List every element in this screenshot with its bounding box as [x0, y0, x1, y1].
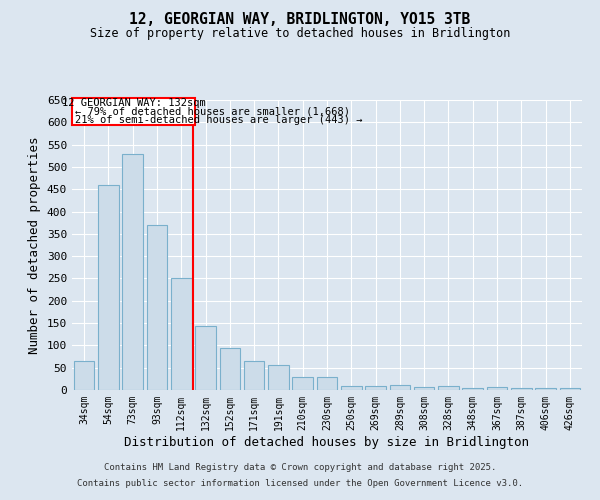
Bar [74, 361, 94, 390]
Bar [268, 366, 289, 390]
X-axis label: Distribution of detached houses by size in Bridlington: Distribution of detached houses by size … [125, 436, 530, 448]
Text: 21% of semi-detached houses are larger (443) →: 21% of semi-detached houses are larger (… [75, 116, 362, 126]
Text: Contains HM Land Registry data © Crown copyright and database right 2025.: Contains HM Land Registry data © Crown c… [104, 464, 496, 472]
Bar [292, 376, 313, 390]
Y-axis label: Number of detached properties: Number of detached properties [28, 136, 41, 354]
Text: 12, GEORGIAN WAY, BRIDLINGTON, YO15 3TB: 12, GEORGIAN WAY, BRIDLINGTON, YO15 3TB [130, 12, 470, 28]
Bar [146, 225, 167, 390]
Bar [389, 384, 410, 390]
Bar [560, 388, 580, 390]
Bar [365, 386, 386, 390]
Text: ← 79% of detached houses are smaller (1,668): ← 79% of detached houses are smaller (1,… [75, 106, 350, 117]
Bar [511, 388, 532, 390]
Bar [341, 386, 362, 390]
Bar [463, 388, 483, 390]
Bar [98, 185, 119, 390]
Bar [317, 376, 337, 390]
Bar [122, 154, 143, 390]
Bar [220, 348, 240, 390]
Bar [73, 98, 194, 126]
Bar [487, 388, 508, 390]
Bar [195, 326, 216, 390]
Bar [414, 387, 434, 390]
Bar [535, 388, 556, 390]
Text: Contains public sector information licensed under the Open Government Licence v3: Contains public sector information licen… [77, 478, 523, 488]
Bar [244, 361, 265, 390]
Bar [171, 278, 191, 390]
Text: 12 GEORGIAN WAY: 132sqm: 12 GEORGIAN WAY: 132sqm [62, 98, 205, 108]
Text: Size of property relative to detached houses in Bridlington: Size of property relative to detached ho… [90, 28, 510, 40]
Bar [438, 386, 459, 390]
